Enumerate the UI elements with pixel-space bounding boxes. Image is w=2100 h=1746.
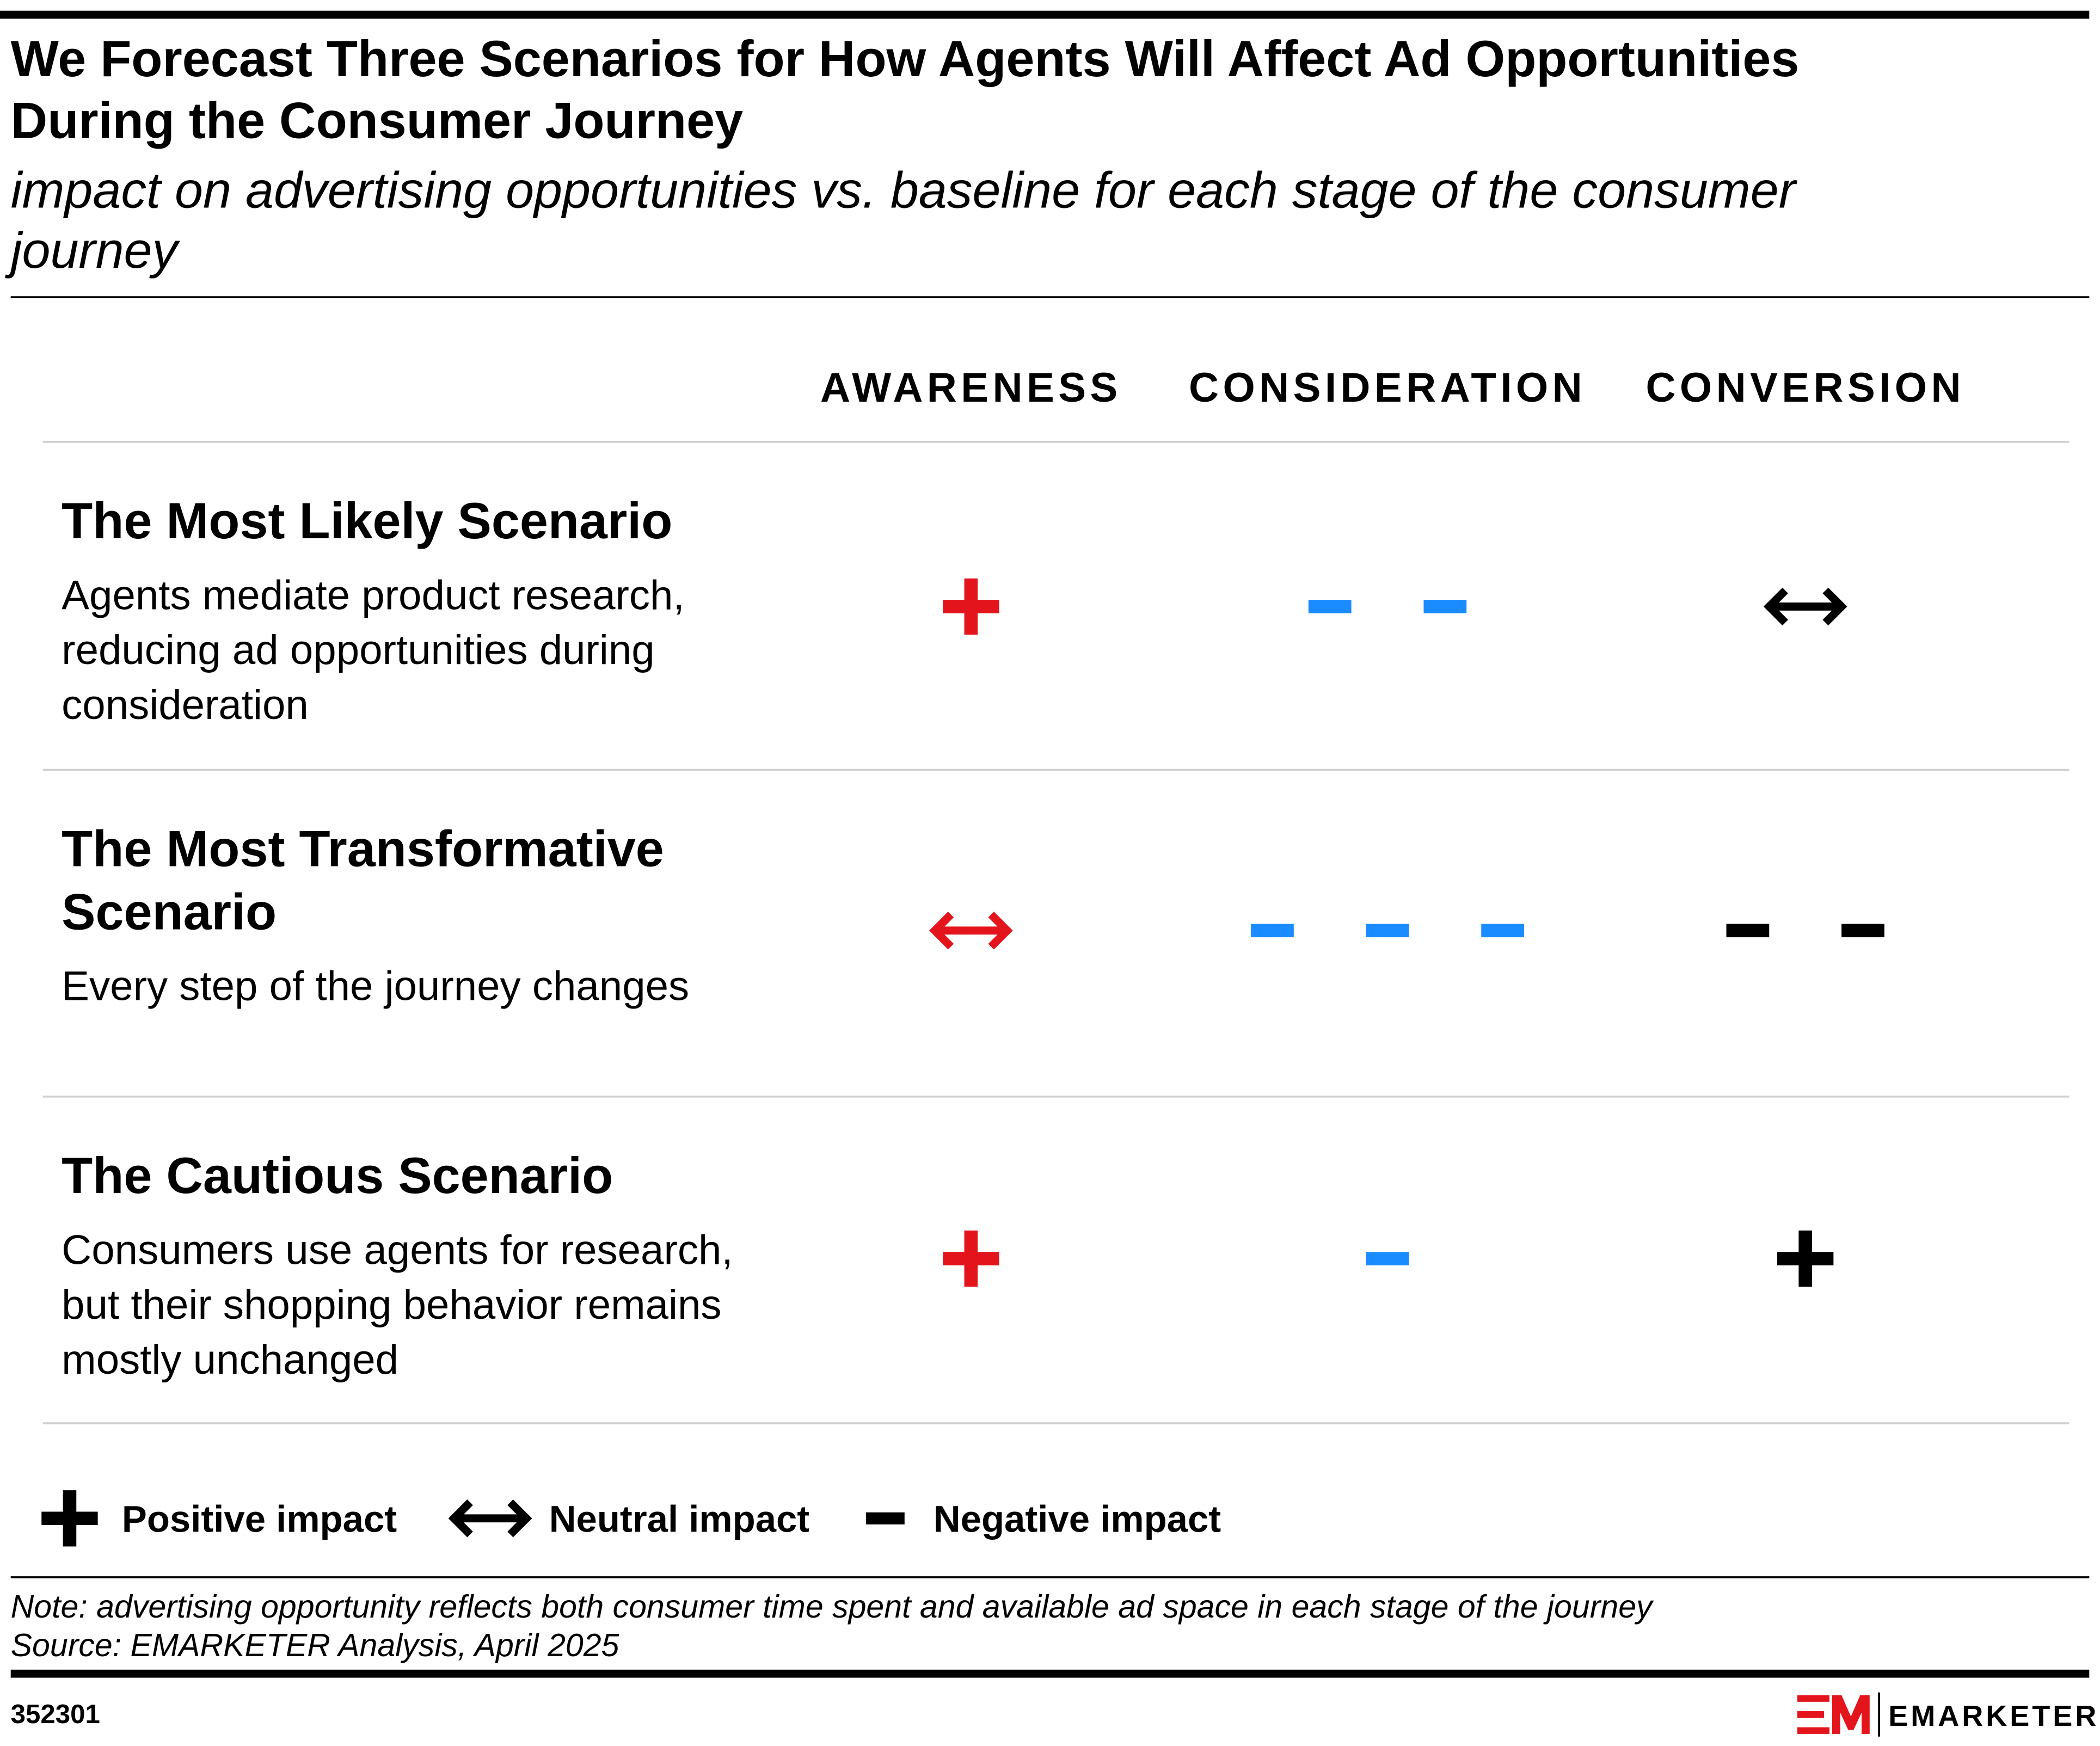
scenario-description: mostly unchanged xyxy=(62,1337,398,1383)
minus-symbol xyxy=(1366,924,1409,938)
scenario-title: The Cautious Scenario xyxy=(62,1147,613,1204)
legend-label: Negative impact xyxy=(934,1498,1221,1540)
plus-symbol-v xyxy=(964,1230,978,1287)
scenario-description: Consumers use agents for research, xyxy=(62,1227,733,1273)
scenario-title: The Most Transformative xyxy=(62,820,664,877)
scenario-title: Scenario xyxy=(62,883,277,940)
minus-symbol xyxy=(1726,924,1770,938)
arrow-symbol xyxy=(448,1499,532,1538)
minus-symbol xyxy=(1841,924,1884,938)
chart-id: 352301 xyxy=(11,1699,100,1729)
plus-symbol-v xyxy=(1798,1230,1813,1287)
minus-symbol xyxy=(1251,924,1294,938)
top-bar xyxy=(0,10,2090,19)
arrow-symbol xyxy=(1763,587,1847,626)
logo-mark xyxy=(1797,1695,1870,1734)
legend-label: Positive impact xyxy=(122,1498,397,1540)
scenario-description: reducing ad opportunities during xyxy=(62,627,655,673)
minus-symbol xyxy=(1481,924,1525,938)
minus-symbol xyxy=(1423,600,1467,613)
bottom-bar xyxy=(10,1669,2090,1678)
title: We Forecast Three Scenarios for How Agen… xyxy=(11,30,1800,87)
plus-symbol-v xyxy=(964,578,978,635)
title: During the Consumer Journey xyxy=(11,91,743,149)
subtitle: journey xyxy=(5,222,181,279)
plus-symbol-v xyxy=(63,1490,77,1547)
brand: EMARKETER xyxy=(1888,1700,2099,1732)
scenario-description: Every step of the journey changes xyxy=(62,963,689,1010)
minus-symbol xyxy=(1308,600,1352,613)
scenario-description: Agents mediate product research, xyxy=(62,572,684,618)
scenario-description: consideration xyxy=(62,682,309,728)
minus-symbol xyxy=(1366,1252,1409,1265)
minus-symbol xyxy=(865,1512,905,1524)
column-header: AWARENESS xyxy=(820,365,1122,411)
source: Source: EMARKETER Analysis, April 2025 xyxy=(11,1627,619,1663)
note: Note: advertising opportunity reflects b… xyxy=(11,1589,1654,1625)
scenario-description: but their shopping behavior remains xyxy=(62,1282,721,1328)
scenario-title: The Most Likely Scenario xyxy=(62,492,672,549)
subtitle: impact on advertising opportunities vs. … xyxy=(11,161,1798,218)
column-header: CONVERSION xyxy=(1645,365,1964,411)
legend-label: Neutral impact xyxy=(549,1498,810,1540)
column-header: CONSIDERATION xyxy=(1189,365,1586,411)
arrow-symbol xyxy=(929,912,1013,950)
